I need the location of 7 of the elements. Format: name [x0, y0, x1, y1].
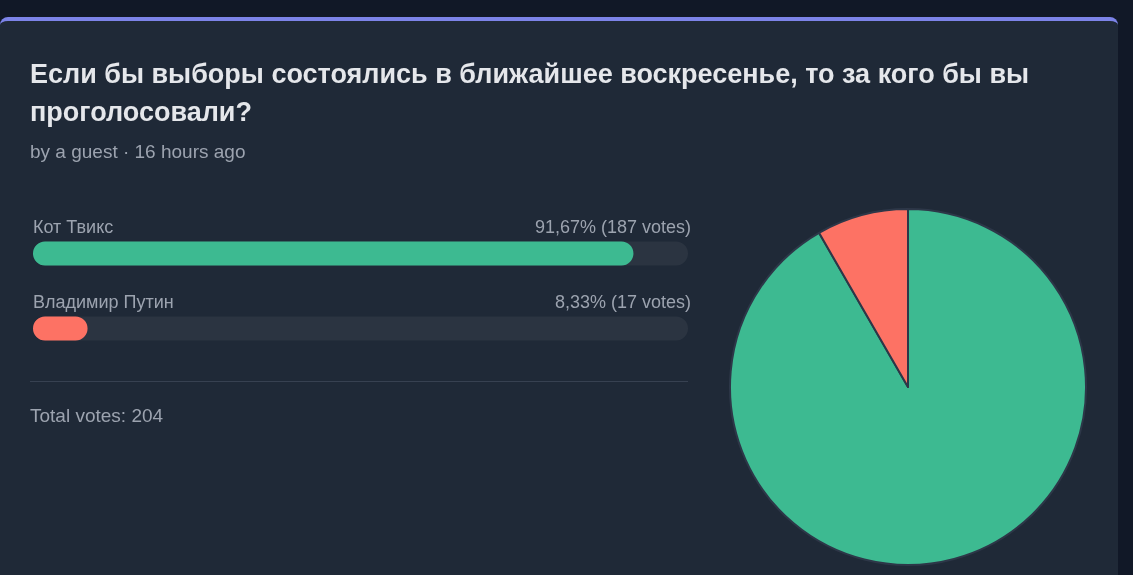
y-tick-label: Кот Твикс	[33, 216, 114, 237]
data-label: 8,33% (17 votes)	[554, 291, 691, 312]
chart-title: Если бы выборы состоялись в ближайшее воскресенье, то за кого бы вы проголосовали?	[30, 58, 1031, 129]
data-label: 91,67% (187 votes)	[534, 216, 691, 237]
y-tick-label: Владимир Путин	[33, 291, 174, 312]
chart-subtitle: by a guest · 16 hours ago	[30, 141, 246, 163]
text: Total votes: 204	[30, 381, 688, 427]
